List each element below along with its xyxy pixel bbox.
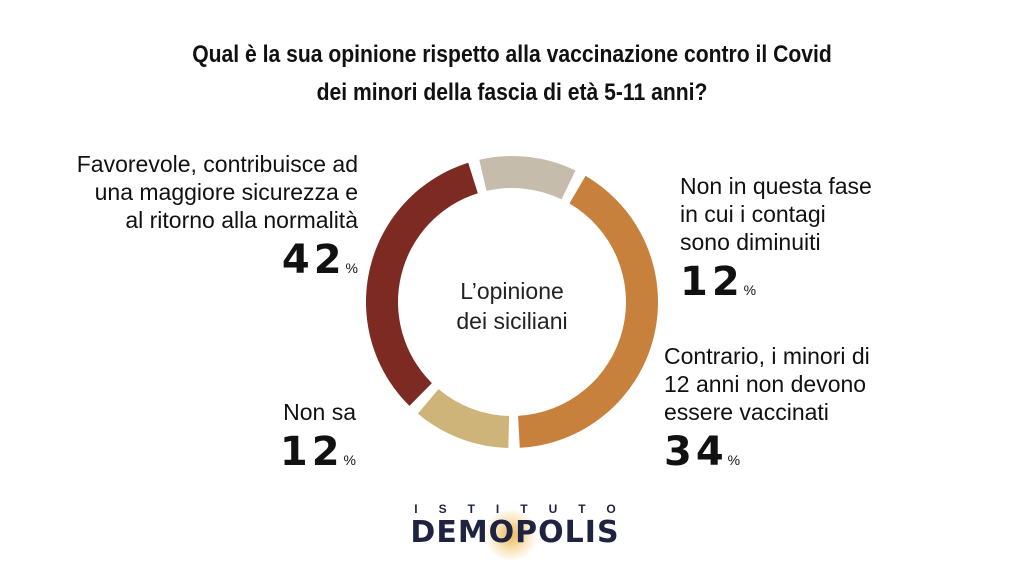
- slice-label-line: sono diminuiti: [680, 229, 821, 255]
- center-label-line-2: dei siciliani: [456, 308, 568, 334]
- slice-label-line: 12 anni non devono: [664, 371, 867, 397]
- slice-label-line: una maggiore sicurezza e: [94, 179, 358, 205]
- demopolis-logo: ISTITUTO DEMOPOLIS: [380, 502, 650, 560]
- slice-label-line: in cui i contagi: [680, 201, 826, 227]
- slice-value: 34: [664, 429, 728, 475]
- slice-percent: 42%: [77, 240, 358, 288]
- percent-sign: %: [345, 260, 358, 276]
- logo-glow-icon: [483, 510, 539, 560]
- slice-label-contrario: Contrario, i minori di 12 anni non devon…: [664, 342, 870, 480]
- title-line-2: dei minori della fascia di età 5-11 anni…: [316, 79, 708, 106]
- slice-non-sa: [479, 156, 576, 200]
- logo-top-text: ISTITUTO: [414, 502, 637, 516]
- slice-label-line: al ritorno alla normalità: [125, 207, 358, 233]
- percent-sign: %: [727, 452, 741, 468]
- slice-contrario: [365, 162, 478, 406]
- logo-wordmark: DEMOPOLIS: [380, 510, 650, 560]
- chart-title: Qual è la sua opinione rispetto alla vac…: [160, 36, 864, 112]
- slice-value: 12: [680, 259, 744, 305]
- slice-percent: 34%: [664, 432, 870, 480]
- slice-label-non-sa: Non sa 12%: [280, 398, 356, 480]
- slice-value: 12: [279, 429, 344, 475]
- slice-label-line: Contrario, i minori di: [664, 343, 870, 369]
- slice-percent: 12%: [680, 262, 872, 310]
- percent-sign: %: [743, 282, 757, 298]
- center-label-line-1: L’opinione: [460, 278, 564, 304]
- center-label: L’opinione dei siciliani: [412, 276, 612, 336]
- slice-label-line: Non sa: [283, 399, 356, 425]
- slice-label-favorevole: Favorevole, contribuisce ad una maggiore…: [77, 150, 358, 288]
- slice-label-line: Favorevole, contribuisce ad: [76, 151, 358, 177]
- slice-value: 42: [281, 237, 346, 283]
- title-line-1: Qual è la sua opinione rispetto alla vac…: [192, 41, 832, 68]
- slice-label-line: Non in questa fase: [680, 173, 872, 199]
- percent-sign: %: [343, 452, 356, 468]
- slice-label-line: essere vaccinati: [664, 399, 829, 425]
- slice-label-non-in-questa-fase: Non in questa fase in cui i contagi sono…: [680, 172, 872, 310]
- slice-percent: 12%: [280, 432, 356, 480]
- logo-main-text: DEMOPOLIS: [410, 515, 620, 550]
- slice-favorevole: [518, 175, 659, 448]
- slice-non-in-questa-fase: [417, 389, 510, 448]
